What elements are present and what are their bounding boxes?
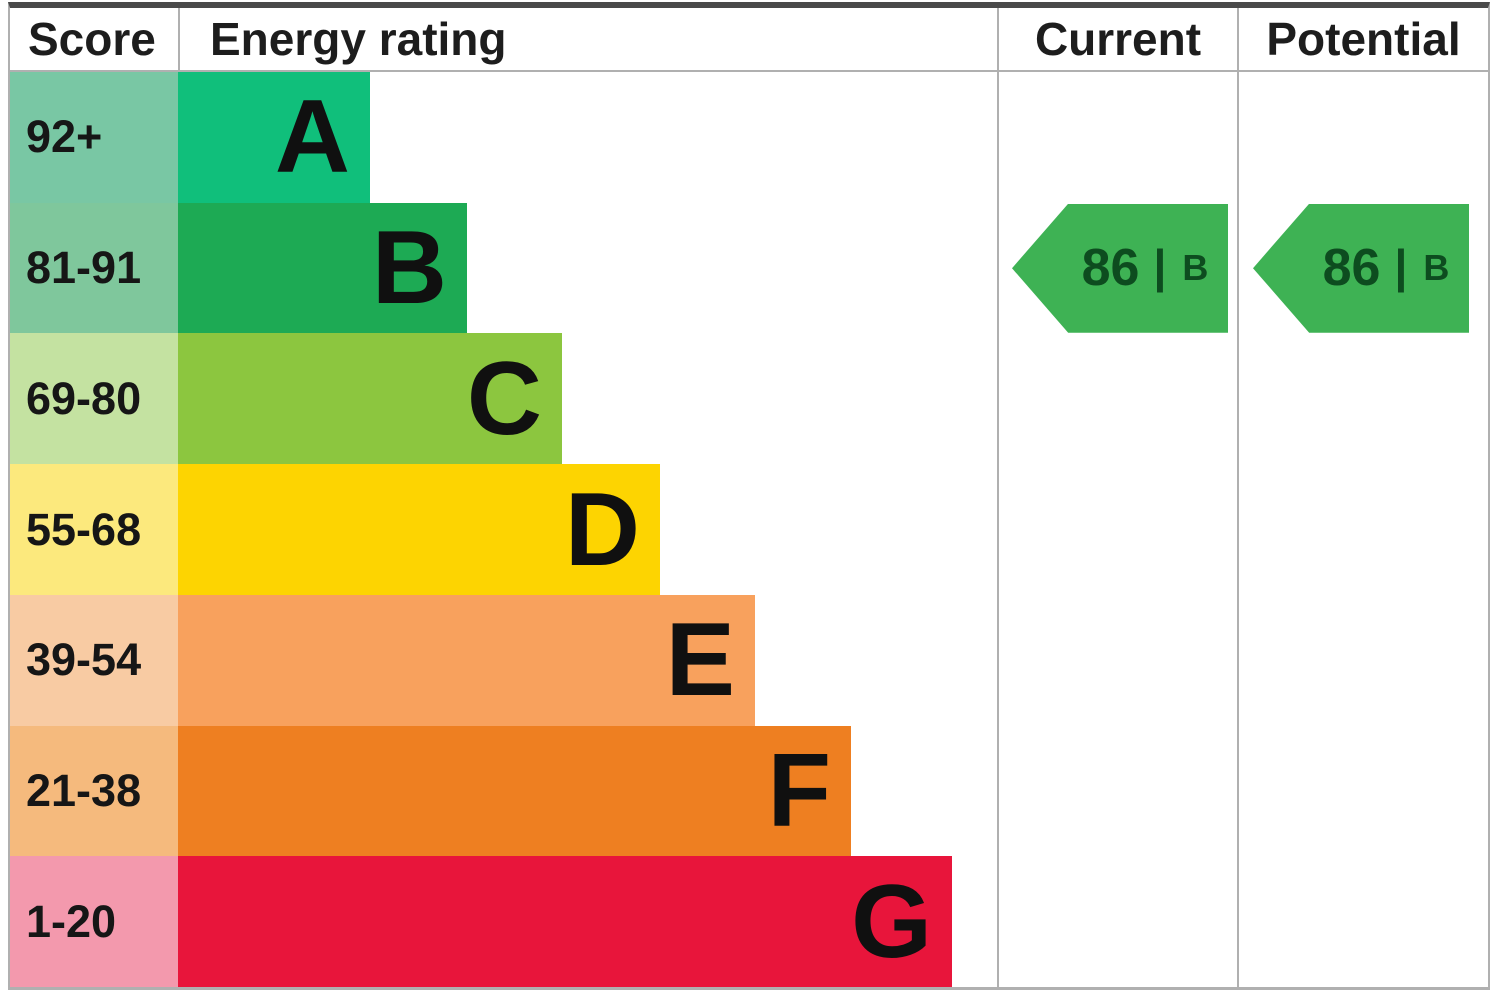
- band-score-cell: 69-80: [10, 333, 178, 465]
- band-bar: A: [178, 72, 370, 203]
- score-column-header: Score: [28, 13, 156, 65]
- potential-column-header: Potential: [1266, 13, 1461, 65]
- band-score-cell: 1-20: [10, 856, 178, 988]
- score-energy-divider-line: [178, 8, 180, 70]
- current-rating-arrow: 86 | B: [1012, 203, 1228, 333]
- potential-rating-value: 86: [1322, 239, 1381, 298]
- band-row: 69-80 C: [10, 333, 997, 465]
- band-letter: G: [851, 863, 932, 980]
- band-letter: E: [665, 602, 735, 719]
- header-bottom-border-line: [10, 70, 1488, 72]
- band-row: 1-20 G: [10, 856, 997, 988]
- band-score-cell: 55-68: [10, 464, 178, 595]
- band-score-label: 39-54: [26, 634, 142, 686]
- current-rating-band: B: [1182, 247, 1209, 289]
- band-bar: G: [178, 856, 952, 988]
- band-row: 39-54 E: [10, 594, 997, 726]
- band-score-label: 81-91: [26, 242, 142, 294]
- band-bar: E: [178, 594, 755, 726]
- band-row: 81-91 B: [10, 202, 997, 334]
- band-letter: F: [767, 732, 831, 849]
- band-score-label: 21-38: [26, 764, 142, 816]
- band-bar: F: [178, 725, 851, 857]
- band-row: 55-68 D: [10, 464, 997, 595]
- current-column-header: Current: [1034, 13, 1202, 65]
- band-score-label: 92+: [26, 111, 103, 163]
- band-row: 21-38 F: [10, 725, 997, 857]
- band-bar: B: [178, 202, 467, 334]
- band-score-cell: 21-38: [10, 725, 178, 857]
- band-letter: C: [466, 340, 542, 457]
- band-bar: D: [178, 464, 660, 595]
- current-rating-separator: |: [1153, 240, 1167, 293]
- band-letter: B: [371, 210, 447, 327]
- potential-column-border-line: [1237, 8, 1239, 987]
- current-column-border-line: [997, 8, 999, 987]
- potential-rating-separator: |: [1394, 240, 1408, 293]
- band-score-label: 69-80: [26, 372, 142, 424]
- band-score-label: 1-20: [26, 895, 117, 947]
- band-rows: 92+ A 81-91 B 69-80 C 55-68 D 39-54: [10, 72, 997, 988]
- band-score-cell: 92+: [10, 72, 178, 203]
- band-row: 92+ A: [10, 72, 997, 203]
- energy-rating-column-header: Energy rating: [210, 13, 507, 65]
- band-score-label: 55-68: [26, 503, 142, 555]
- current-rating-value: 86: [1081, 239, 1140, 298]
- band-letter: A: [274, 79, 350, 196]
- band-score-cell: 39-54: [10, 594, 178, 726]
- potential-rating-band: B: [1423, 247, 1450, 289]
- epc-table: Score Energy rating Current Potential 92…: [8, 2, 1490, 990]
- band-bar: C: [178, 333, 562, 465]
- band-letter: D: [564, 471, 640, 588]
- potential-rating-arrow: 86 | B: [1253, 203, 1469, 333]
- band-score-cell: 81-91: [10, 202, 178, 334]
